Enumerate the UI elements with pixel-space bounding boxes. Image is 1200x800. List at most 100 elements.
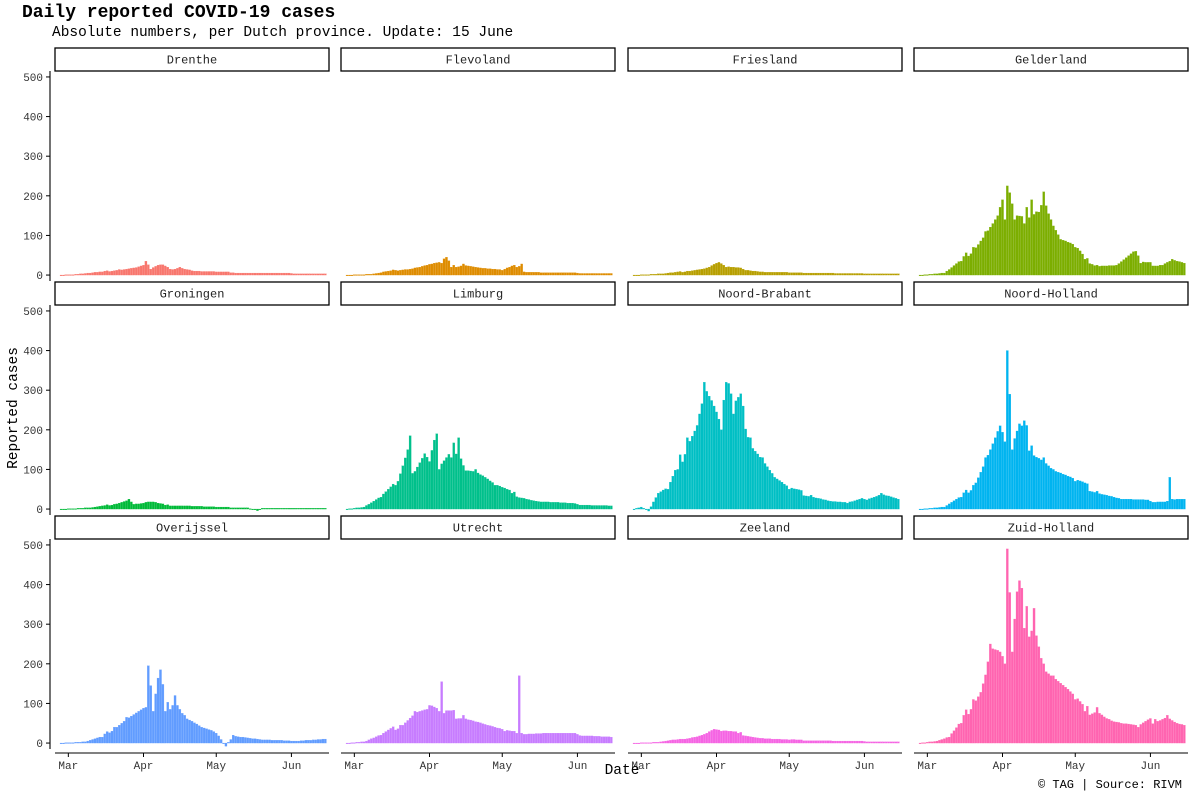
bar-drenthe bbox=[76, 274, 80, 276]
bar-noord-brabant bbox=[659, 491, 662, 510]
bar-noord-holland bbox=[940, 506, 944, 510]
bar-noord-brabant bbox=[768, 470, 772, 510]
bar-friesland bbox=[652, 274, 655, 276]
bar-groningen bbox=[72, 508, 75, 510]
bar-utrecht bbox=[498, 728, 501, 744]
bar-groningen bbox=[314, 508, 317, 510]
x-tick-label: Apr bbox=[993, 761, 1013, 773]
bar-noord-brabant bbox=[771, 473, 774, 510]
bar-friesland bbox=[843, 273, 847, 276]
bar-flevoland bbox=[430, 263, 434, 276]
facet-strip-zeeland bbox=[627, 515, 903, 540]
bar-noord-brabant bbox=[661, 489, 665, 510]
bar-utrecht bbox=[370, 738, 373, 744]
bar-groningen bbox=[86, 507, 89, 510]
bar-flevoland bbox=[469, 266, 472, 276]
bar-overijssel bbox=[108, 732, 111, 744]
bar-gelderland bbox=[921, 274, 924, 276]
bar-limburg bbox=[358, 507, 361, 510]
bar-friesland bbox=[889, 273, 893, 276]
bar-overijssel bbox=[59, 742, 63, 744]
bar-gelderland bbox=[1158, 265, 1162, 276]
bar-zuid-holland bbox=[935, 740, 939, 744]
bar-drenthe bbox=[69, 274, 72, 276]
bar-noord-brabant bbox=[703, 382, 706, 510]
bar-friesland bbox=[739, 267, 742, 276]
y-tick-label: 200 bbox=[23, 192, 43, 204]
bar-flevoland bbox=[561, 272, 565, 276]
bar-groningen bbox=[188, 505, 191, 510]
bar-noord-holland bbox=[1052, 469, 1055, 510]
bar-flevoland bbox=[547, 272, 550, 276]
bar-drenthe bbox=[181, 268, 184, 276]
bar-groningen bbox=[258, 508, 262, 510]
bar-zeeland bbox=[868, 741, 871, 744]
bar-gelderland bbox=[1093, 265, 1096, 276]
bar-limburg bbox=[399, 473, 402, 510]
bar-groningen bbox=[147, 501, 150, 510]
bar-noord-holland bbox=[1013, 438, 1016, 510]
bar-drenthe bbox=[282, 272, 286, 276]
bar-groningen bbox=[198, 506, 201, 510]
bar-overijssel bbox=[232, 735, 235, 744]
bar-zeeland bbox=[654, 742, 658, 744]
bar-overijssel bbox=[278, 740, 281, 744]
bar-groningen bbox=[98, 506, 102, 510]
bar-limburg bbox=[365, 505, 368, 510]
bar-zeeland bbox=[885, 741, 888, 744]
bar-zeeland bbox=[870, 741, 873, 744]
bar-overijssel bbox=[270, 740, 274, 744]
bar-utrecht bbox=[501, 729, 504, 744]
bar-zuid-holland bbox=[1108, 719, 1111, 744]
bar-flevoland bbox=[527, 272, 531, 276]
bar-noord-brabant bbox=[637, 507, 641, 510]
bar-overijssel bbox=[261, 739, 264, 744]
bar-drenthe bbox=[263, 272, 266, 276]
bar-drenthe bbox=[166, 267, 169, 276]
bar-groningen bbox=[115, 503, 118, 510]
bar-gelderland bbox=[1161, 265, 1164, 276]
bar-overijssel bbox=[115, 727, 118, 744]
bar-noord-holland bbox=[1023, 420, 1026, 510]
facet-label-friesland: Friesland bbox=[733, 54, 798, 68]
bar-limburg bbox=[488, 480, 492, 510]
bar-zeeland bbox=[649, 742, 653, 744]
bar-overijssel bbox=[93, 738, 97, 744]
bar-utrecht bbox=[581, 735, 584, 744]
bar-zuid-holland bbox=[1117, 722, 1121, 744]
bar-flevoland bbox=[479, 267, 482, 276]
bar-limburg bbox=[360, 507, 363, 510]
bar-utrecht bbox=[554, 733, 557, 744]
bar-friesland bbox=[795, 272, 798, 276]
bar-overijssel bbox=[321, 738, 325, 744]
bar-noord-brabant bbox=[848, 501, 852, 510]
bar-gelderland bbox=[1122, 259, 1125, 276]
bar-groningen bbox=[219, 506, 223, 510]
bar-gelderland bbox=[984, 231, 987, 276]
bar-flevoland bbox=[549, 272, 552, 276]
bar-utrecht bbox=[530, 733, 533, 744]
bar-friesland bbox=[868, 273, 871, 276]
bar-flevoland bbox=[450, 267, 453, 276]
x-tick-label: Mar bbox=[917, 761, 937, 773]
bar-noord-holland bbox=[998, 425, 1002, 510]
facet-strip-flevoland bbox=[340, 47, 616, 72]
bar-zuid-holland bbox=[1006, 548, 1009, 744]
bar-limburg bbox=[578, 504, 582, 510]
bar-groningen bbox=[132, 504, 135, 510]
bar-gelderland bbox=[1064, 240, 1067, 276]
bar-noord-brabant bbox=[824, 499, 827, 510]
bar-groningen bbox=[64, 508, 68, 510]
bar-noord-holland bbox=[969, 490, 973, 510]
bar-friesland bbox=[722, 265, 725, 276]
bar-zeeland bbox=[797, 739, 801, 744]
bar-gelderland bbox=[989, 226, 992, 276]
bar-zuid-holland bbox=[962, 715, 965, 744]
bar-overijssel bbox=[210, 730, 213, 744]
bar-noord-holland bbox=[1093, 492, 1096, 510]
bar-noord-holland bbox=[1154, 502, 1157, 510]
bar-groningen bbox=[164, 504, 167, 510]
bar-noord-brabant bbox=[763, 463, 767, 510]
bar-noord-holland bbox=[1011, 449, 1014, 510]
bar-groningen bbox=[96, 506, 99, 510]
